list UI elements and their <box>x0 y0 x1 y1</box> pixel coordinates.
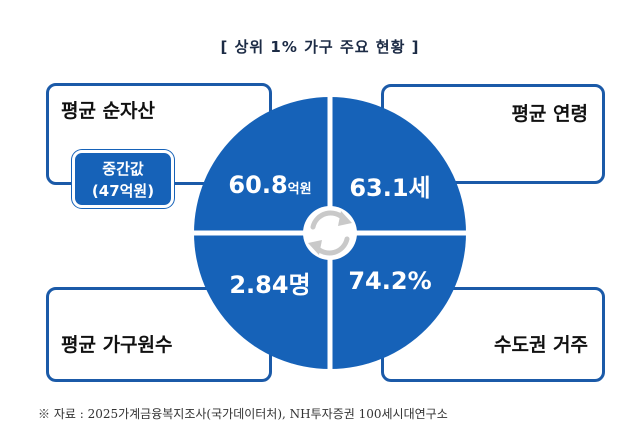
capital-area-label: 수도권 거주 <box>493 334 588 356</box>
household-size-value: 2.84명 <box>229 271 311 299</box>
net-assets-number: 60.8 <box>228 171 288 199</box>
average-age-label: 평균 연령 <box>511 103 588 125</box>
median-badge: 중간값 (47억원) <box>72 150 174 208</box>
net-assets-unit: 억원 <box>287 182 312 197</box>
circle-graphic <box>192 95 468 371</box>
capital-area-value: 74.2% <box>348 267 432 295</box>
cycle-arrows-icon <box>308 210 352 256</box>
source-note: ※ 자료 : 2025가계금융복지조사(국가데이터처), NH투자증권 100세… <box>38 407 448 421</box>
average-age-value: 63.1세 <box>349 174 431 202</box>
net-assets-label: 평균 순자산 <box>61 100 156 122</box>
household-size-label: 평균 가구원수 <box>61 334 173 356</box>
household-size-box: 평균 가구원수 <box>46 287 272 382</box>
net-assets-value: 60.8억원 <box>210 171 330 199</box>
page-title: [ 상위 1% 가구 주요 현황 ] <box>220 38 420 56</box>
median-value: (47억원) <box>91 182 155 200</box>
median-label: 중간값 <box>102 160 144 178</box>
stats-circle <box>192 95 468 371</box>
